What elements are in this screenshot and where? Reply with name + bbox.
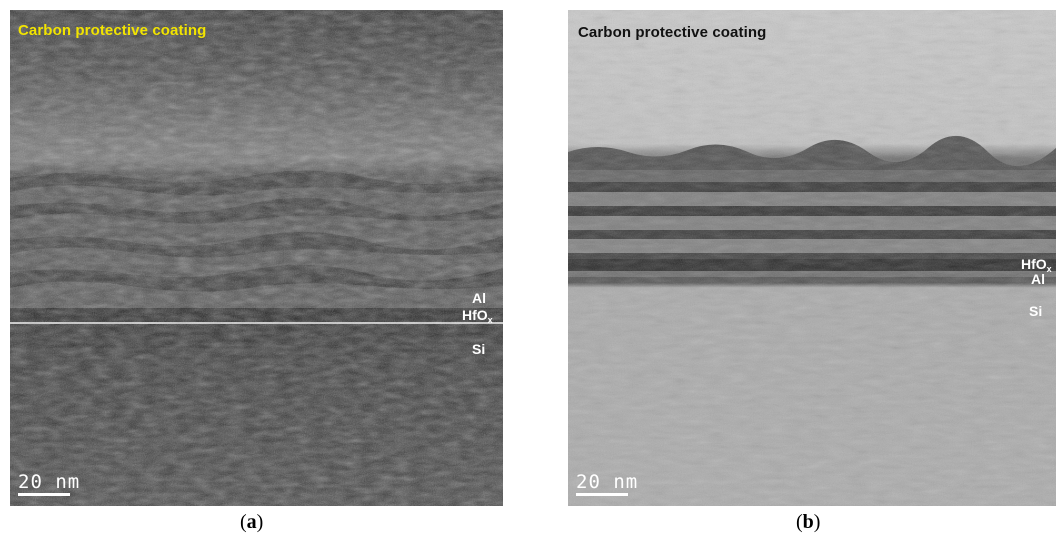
scale-bar-line — [576, 493, 628, 496]
tem-panel-a: Carbon protective coating Al HfOx Si 20 … — [10, 10, 503, 506]
caption-b: (b) — [796, 511, 821, 533]
scale-bar-a: 20 nm — [18, 472, 80, 496]
scale-bar-line — [18, 493, 70, 496]
caption-a: (a) — [240, 511, 264, 533]
layer-label-hfox-b: HfOx — [1021, 256, 1052, 274]
scale-bar-b: 20 nm — [576, 472, 638, 496]
tem-image-b — [568, 10, 1056, 506]
scale-bar-label: 20 nm — [576, 471, 639, 493]
tem-panel-b: Carbon protective coating HfOx Al Si 20 … — [568, 10, 1056, 506]
overlay-title-b: Carbon protective coating — [578, 24, 767, 41]
layer-label-si: Si — [472, 341, 486, 357]
layer-label-al-b: Al — [1031, 271, 1045, 287]
scale-bar-label: 20 nm — [18, 471, 81, 493]
layer-label-al: Al — [472, 290, 486, 306]
overlay-title-a: Carbon protective coating — [18, 22, 207, 39]
tem-image-a — [10, 10, 503, 506]
layer-label-si-b: Si — [1029, 303, 1043, 319]
layer-label-hfox: HfOx — [462, 307, 493, 325]
